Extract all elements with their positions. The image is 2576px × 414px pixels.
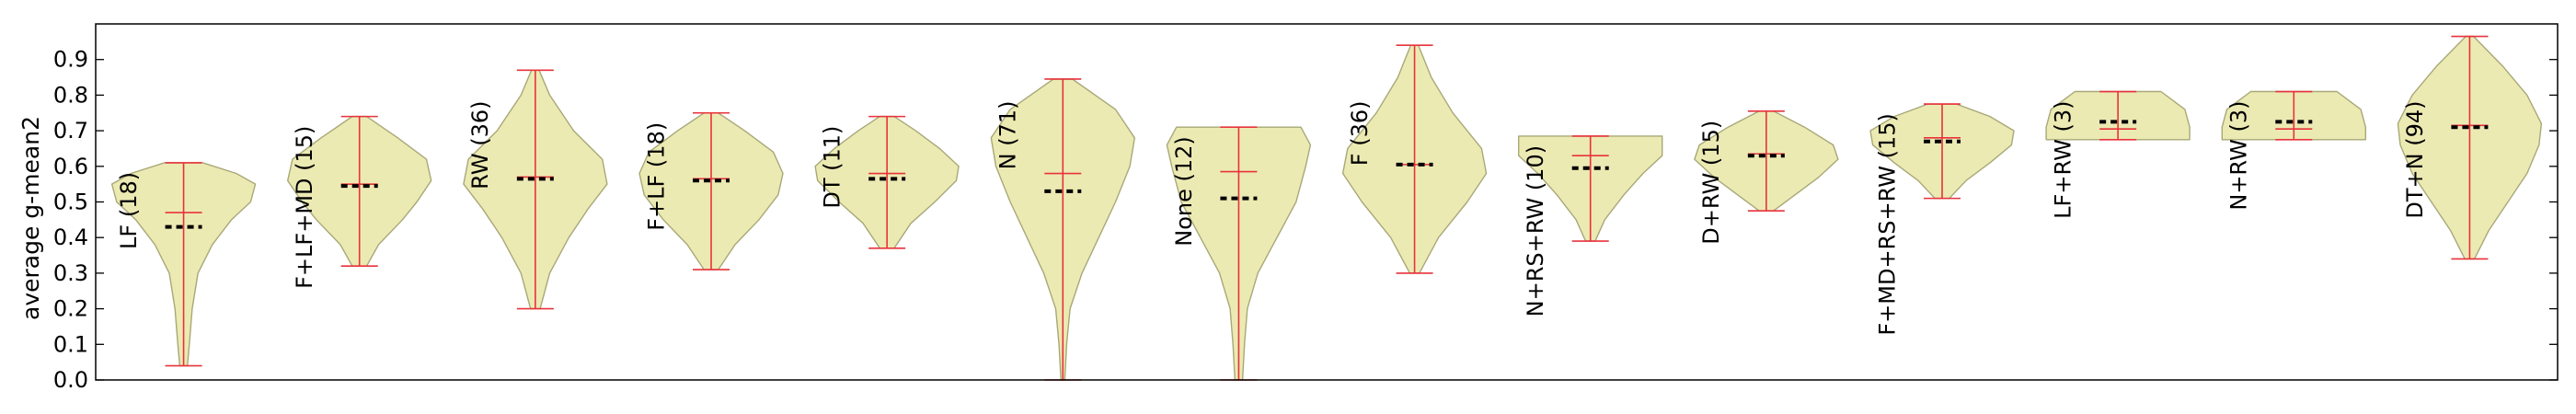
category-label: F (36) (1347, 101, 1373, 167)
category-label: N+RW (3) (2226, 101, 2252, 211)
violin-group: N (71) (990, 78, 1135, 381)
violin-group: LF+RW (3) (2045, 90, 2191, 219)
violin-group: D+RW (15) (1694, 110, 1839, 245)
y-axis-label: average g-mean2 (17, 116, 44, 320)
y-tick-label: 0.6 (53, 154, 88, 179)
y-tick-label: 0.2 (53, 296, 88, 322)
category-label: LF (18) (116, 172, 142, 249)
violin-group: None (12) (1166, 126, 1312, 381)
category-label: DT (11) (820, 126, 845, 209)
plot-frame (95, 23, 2559, 381)
y-tick-label: 0.0 (53, 367, 88, 393)
category-label: F+MD+RS+RW (15) (1874, 113, 1900, 336)
category-label: F+LF (18) (643, 122, 669, 231)
y-tick-label: 0.8 (53, 82, 88, 108)
y-tick-label: 0.4 (53, 224, 88, 250)
category-label: LF+RW (3) (2051, 101, 2076, 219)
violin-group: N+RS+RW (10) (1518, 135, 1663, 316)
category-label: D+RW (15) (1698, 121, 1724, 245)
y-tick-label: 0.3 (53, 260, 88, 286)
violin-group: F+LF+MD (15) (287, 115, 432, 289)
violin-group: LF (18) (110, 162, 257, 367)
category-label: None (12) (1171, 136, 1197, 247)
y-tick-label: 0.9 (53, 47, 88, 73)
category-label: DT+N (94) (2402, 101, 2428, 219)
category-label: N (71) (995, 101, 1021, 170)
violin-group: DT+N (94) (2397, 35, 2543, 260)
y-axis: 0.0 0.1 0.2 0.3 0.4 0.5 0.6 0.7 0.8 0.9 (53, 47, 2558, 393)
y-tick-label: 0.1 (53, 331, 88, 357)
violin-group: F+LF (18) (638, 111, 784, 270)
category-label: F+LF+MD (15) (292, 126, 317, 289)
category-label: N+RS+RW (10) (1523, 145, 1548, 316)
category-label: RW (36) (467, 101, 493, 190)
violin-group: F+MD+RS+RW (15) (1869, 103, 2015, 336)
violin-group: RW (36) (463, 69, 608, 310)
violin-group: N+RW (3) (2221, 90, 2366, 211)
violin-group: F (36) (1341, 44, 1488, 274)
violin-group: DT (11) (814, 115, 960, 249)
plot-layer: LF (18) F+LF+MD (15) RW (36) F+LF (18) DT (1… (110, 35, 2543, 381)
y-tick-label: 0.5 (53, 190, 88, 215)
y-tick-label: 0.7 (53, 118, 88, 144)
